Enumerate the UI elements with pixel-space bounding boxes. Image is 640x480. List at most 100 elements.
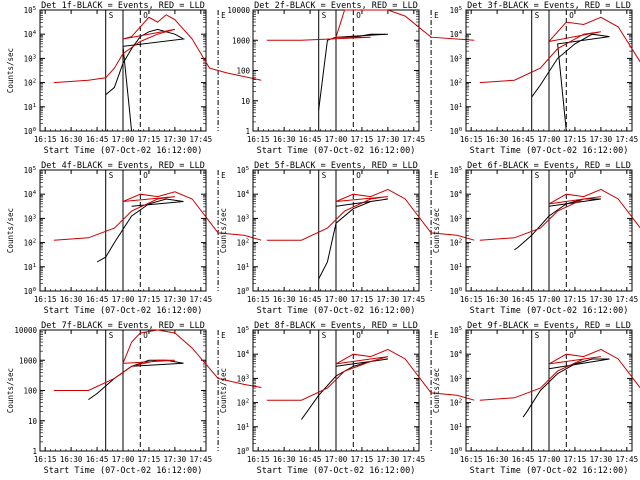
x-axis-label: Start Time (07-Oct-02 16:12:00)	[257, 146, 416, 156]
marker-letter: O	[569, 171, 574, 180]
y-axis-label: Counts/sec	[432, 208, 441, 253]
marker-letter: E	[221, 11, 226, 20]
x-tick-label: 17:30	[164, 295, 187, 304]
y-tick-label: 100	[237, 447, 249, 456]
x-tick-label: 17:45	[616, 295, 639, 304]
x-tick-label: 16:45	[299, 295, 322, 304]
y-tick-label: 100	[450, 447, 462, 456]
series-line-lld	[479, 16, 640, 84]
x-tick-label: 17:30	[377, 295, 400, 304]
y-tick-label: 103	[237, 374, 249, 383]
x-tick-label: 17:45	[616, 455, 639, 464]
x-tick-label: 17:45	[190, 295, 213, 304]
x-tick-label: 17:15	[351, 135, 374, 144]
marker-letter: E	[434, 171, 439, 180]
x-tick-label: 17:15	[351, 455, 374, 464]
x-tick-label: 17:30	[164, 135, 187, 144]
y-tick-label: 1	[32, 447, 37, 456]
marker-letter: S	[322, 11, 327, 20]
chart-title: Det 2f-BLACK = Events, RED = LLD	[254, 1, 418, 11]
y-tick-label: 104	[24, 190, 37, 199]
y-tick-label: 103	[450, 214, 462, 223]
x-tick-label: 17:15	[138, 135, 161, 144]
y-tick-label: 104	[450, 190, 463, 199]
marker-letter: E	[221, 171, 226, 180]
x-tick-label: 17:30	[590, 455, 613, 464]
marker-letter: S	[322, 331, 327, 340]
y-tick-label: 102	[450, 79, 462, 88]
marker-letter: S	[109, 11, 114, 20]
marker-letter: O	[356, 331, 361, 340]
y-tick-label: 105	[237, 166, 249, 175]
panel-det-1: Det 1f-BLACK = Events, RED = LLD Start Ti…	[6, 1, 262, 156]
series-line-lld	[53, 191, 262, 241]
series-line-events	[318, 198, 388, 280]
y-axis-label: Counts/sec	[6, 208, 15, 253]
x-tick-label: 17:00	[538, 295, 561, 304]
y-tick-label: 100	[450, 127, 462, 136]
y-tick-label: 101	[24, 263, 36, 272]
y-tick-label: 105	[24, 6, 36, 15]
panel-det-3: Det 3f-BLACK = Events, RED = LLD Start Ti…	[450, 1, 640, 156]
y-axis-label: Counts/sec	[219, 368, 228, 413]
x-axis-label: Start Time (07-Oct-02 16:12:00)	[257, 306, 416, 316]
panel-det-5: Det 5f-BLACK = Events, RED = LLD Start Ti…	[219, 161, 475, 316]
x-tick-label: 17:15	[138, 295, 161, 304]
y-tick-label: 103	[24, 214, 36, 223]
panel-det-8: Det 8f-BLACK = Events, RED = LLD Start Ti…	[219, 321, 475, 476]
x-tick-label: 17:30	[164, 455, 187, 464]
x-tick-label: 16:30	[60, 295, 83, 304]
x-tick-label: 16:30	[60, 455, 83, 464]
series-line-events	[522, 358, 610, 418]
x-tick-label: 17:00	[325, 295, 348, 304]
series-line-lld	[266, 348, 475, 401]
y-tick-label: 102	[450, 399, 462, 408]
x-tick-label: 17:45	[403, 455, 426, 464]
y-tick-label: 10000	[227, 6, 250, 15]
y-tick-label: 104	[237, 350, 250, 359]
y-axis-label: Counts/sec	[6, 368, 15, 413]
marker-letter: O	[143, 11, 148, 20]
y-tick-label: 104	[450, 30, 463, 39]
x-tick-label: 16:30	[486, 455, 509, 464]
marker-letter: S	[109, 331, 114, 340]
panel-det-4: Det 4f-BLACK = Events, RED = LLD Start Ti…	[6, 161, 262, 316]
x-tick-label: 16:45	[299, 135, 322, 144]
series-line-lld	[266, 188, 475, 241]
x-tick-label: 16:30	[486, 135, 509, 144]
marker-letter: E	[221, 331, 226, 340]
y-tick-label: 100	[236, 67, 250, 76]
x-tick-label: 16:15	[34, 135, 57, 144]
x-tick-label: 17:15	[138, 455, 161, 464]
x-tick-label: 16:15	[34, 295, 57, 304]
x-tick-label: 16:15	[247, 455, 270, 464]
series-line-events	[514, 198, 601, 251]
x-tick-label: 17:30	[590, 135, 613, 144]
x-tick-label: 17:15	[564, 455, 587, 464]
panel-det-9: Det 9f-BLACK = Events, RED = LLD Start Ti…	[432, 321, 640, 476]
x-tick-label: 17:45	[190, 455, 213, 464]
y-tick-label: 103	[237, 214, 249, 223]
panel-det-6: Det 6f-BLACK = Events, RED = LLD Start Ti…	[432, 161, 640, 316]
panel-det-7: Det 7f-BLACK = Events, RED = LLD Start Ti…	[6, 321, 262, 476]
x-axis-label: Start Time (07-Oct-02 16:12:00)	[470, 306, 629, 316]
x-tick-label: 16:30	[273, 455, 296, 464]
y-tick-label: 1000	[19, 356, 38, 365]
y-axis-label: Counts/sec	[432, 368, 441, 413]
x-axis-label: Start Time (07-Oct-02 16:12:00)	[44, 146, 203, 156]
marker-letter: S	[535, 331, 540, 340]
marker-letter: S	[109, 171, 114, 180]
chart-title: Det 7f-BLACK = Events, RED = LLD	[41, 321, 205, 331]
marker-letter: O	[356, 171, 361, 180]
y-tick-label: 1000	[232, 36, 251, 45]
y-tick-label: 101	[450, 423, 462, 432]
x-tick-label: 16:15	[460, 135, 483, 144]
y-tick-label: 100	[24, 287, 36, 296]
x-tick-label: 17:30	[377, 135, 400, 144]
y-tick-label: 103	[450, 54, 462, 63]
x-tick-label: 17:45	[190, 135, 213, 144]
y-tick-label: 10000	[14, 326, 37, 335]
x-axis-label: Start Time (07-Oct-02 16:12:00)	[44, 466, 203, 476]
y-tick-label: 100	[237, 287, 249, 296]
